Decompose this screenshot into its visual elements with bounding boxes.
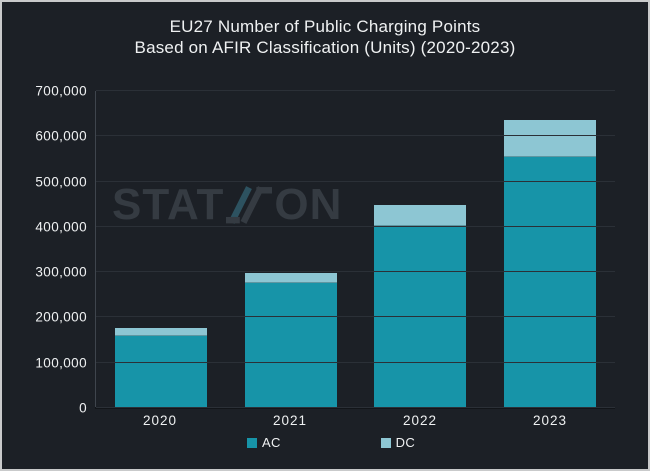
plot-area xyxy=(95,90,615,409)
x-axis: 2020 2021 2022 2023 xyxy=(95,413,615,428)
chart-title-line1: EU27 Number of Public Charging Points xyxy=(169,17,481,36)
legend-label-dc: DC xyxy=(395,435,416,450)
x-tick-label-2020: 2020 xyxy=(142,413,178,428)
bar-segment-ac-2020 xyxy=(114,336,207,408)
y-tick-label-300000: 300,000 xyxy=(35,264,87,280)
gridline-300000 xyxy=(96,271,615,273)
bar-segment-dc-2020 xyxy=(114,327,207,337)
bar-slot-2020 xyxy=(96,91,226,408)
y-tick-label-0: 0 xyxy=(79,400,87,416)
bar-slot-2021 xyxy=(226,91,356,408)
gridline-200000 xyxy=(96,316,615,318)
bar-2020 xyxy=(114,91,207,408)
gridline-500000 xyxy=(96,180,615,182)
y-tick-label-100000: 100,000 xyxy=(35,355,87,371)
x-axis-line xyxy=(95,407,615,409)
bar-segment-dc-2023 xyxy=(504,119,597,158)
x-tick-label-2021: 2021 xyxy=(272,413,308,428)
bar-segment-ac-2023 xyxy=(504,157,597,408)
legend-label-ac: AC xyxy=(261,435,281,450)
legend: AC DC xyxy=(2,435,648,450)
bar-2022 xyxy=(374,91,467,408)
bar-2023 xyxy=(504,91,597,408)
legend-swatch-ac xyxy=(246,437,257,448)
bars-row xyxy=(96,91,615,408)
chart-title: EU27 Number of Public Charging Points Ba… xyxy=(2,16,648,58)
bar-slot-2022 xyxy=(356,91,486,408)
legend-swatch-dc xyxy=(380,437,391,448)
bar-segment-dc-2022 xyxy=(374,205,467,226)
bar-segment-dc-2021 xyxy=(244,272,337,284)
chart-title-line2: Based on AFIR Classification (Units) (20… xyxy=(134,38,516,57)
gridline-400000 xyxy=(96,225,615,227)
x-tick-label-2022: 2022 xyxy=(402,413,438,428)
gridline-100000 xyxy=(96,361,615,363)
y-tick-label-400000: 400,000 xyxy=(35,219,87,235)
y-tick-label-200000: 200,000 xyxy=(35,309,87,325)
bar-segment-ac-2021 xyxy=(244,283,337,408)
y-tick-label-700000: 700,000 xyxy=(35,83,87,99)
y-tick-label-600000: 600,000 xyxy=(35,128,87,144)
bar-2021 xyxy=(244,91,337,408)
gridline-0 xyxy=(96,407,615,408)
x-tick-label-2023: 2023 xyxy=(532,413,568,428)
gridline-700000 xyxy=(96,90,615,91)
legend-item-dc: DC xyxy=(380,435,416,450)
gridline-600000 xyxy=(96,135,615,137)
bar-slot-2023 xyxy=(485,91,615,408)
legend-item-ac: AC xyxy=(246,435,281,450)
y-axis: 0 100,000 200,000 300,000 400,000 500,000 600,… xyxy=(2,84,87,416)
y-tick-label-500000: 500,000 xyxy=(35,174,87,190)
